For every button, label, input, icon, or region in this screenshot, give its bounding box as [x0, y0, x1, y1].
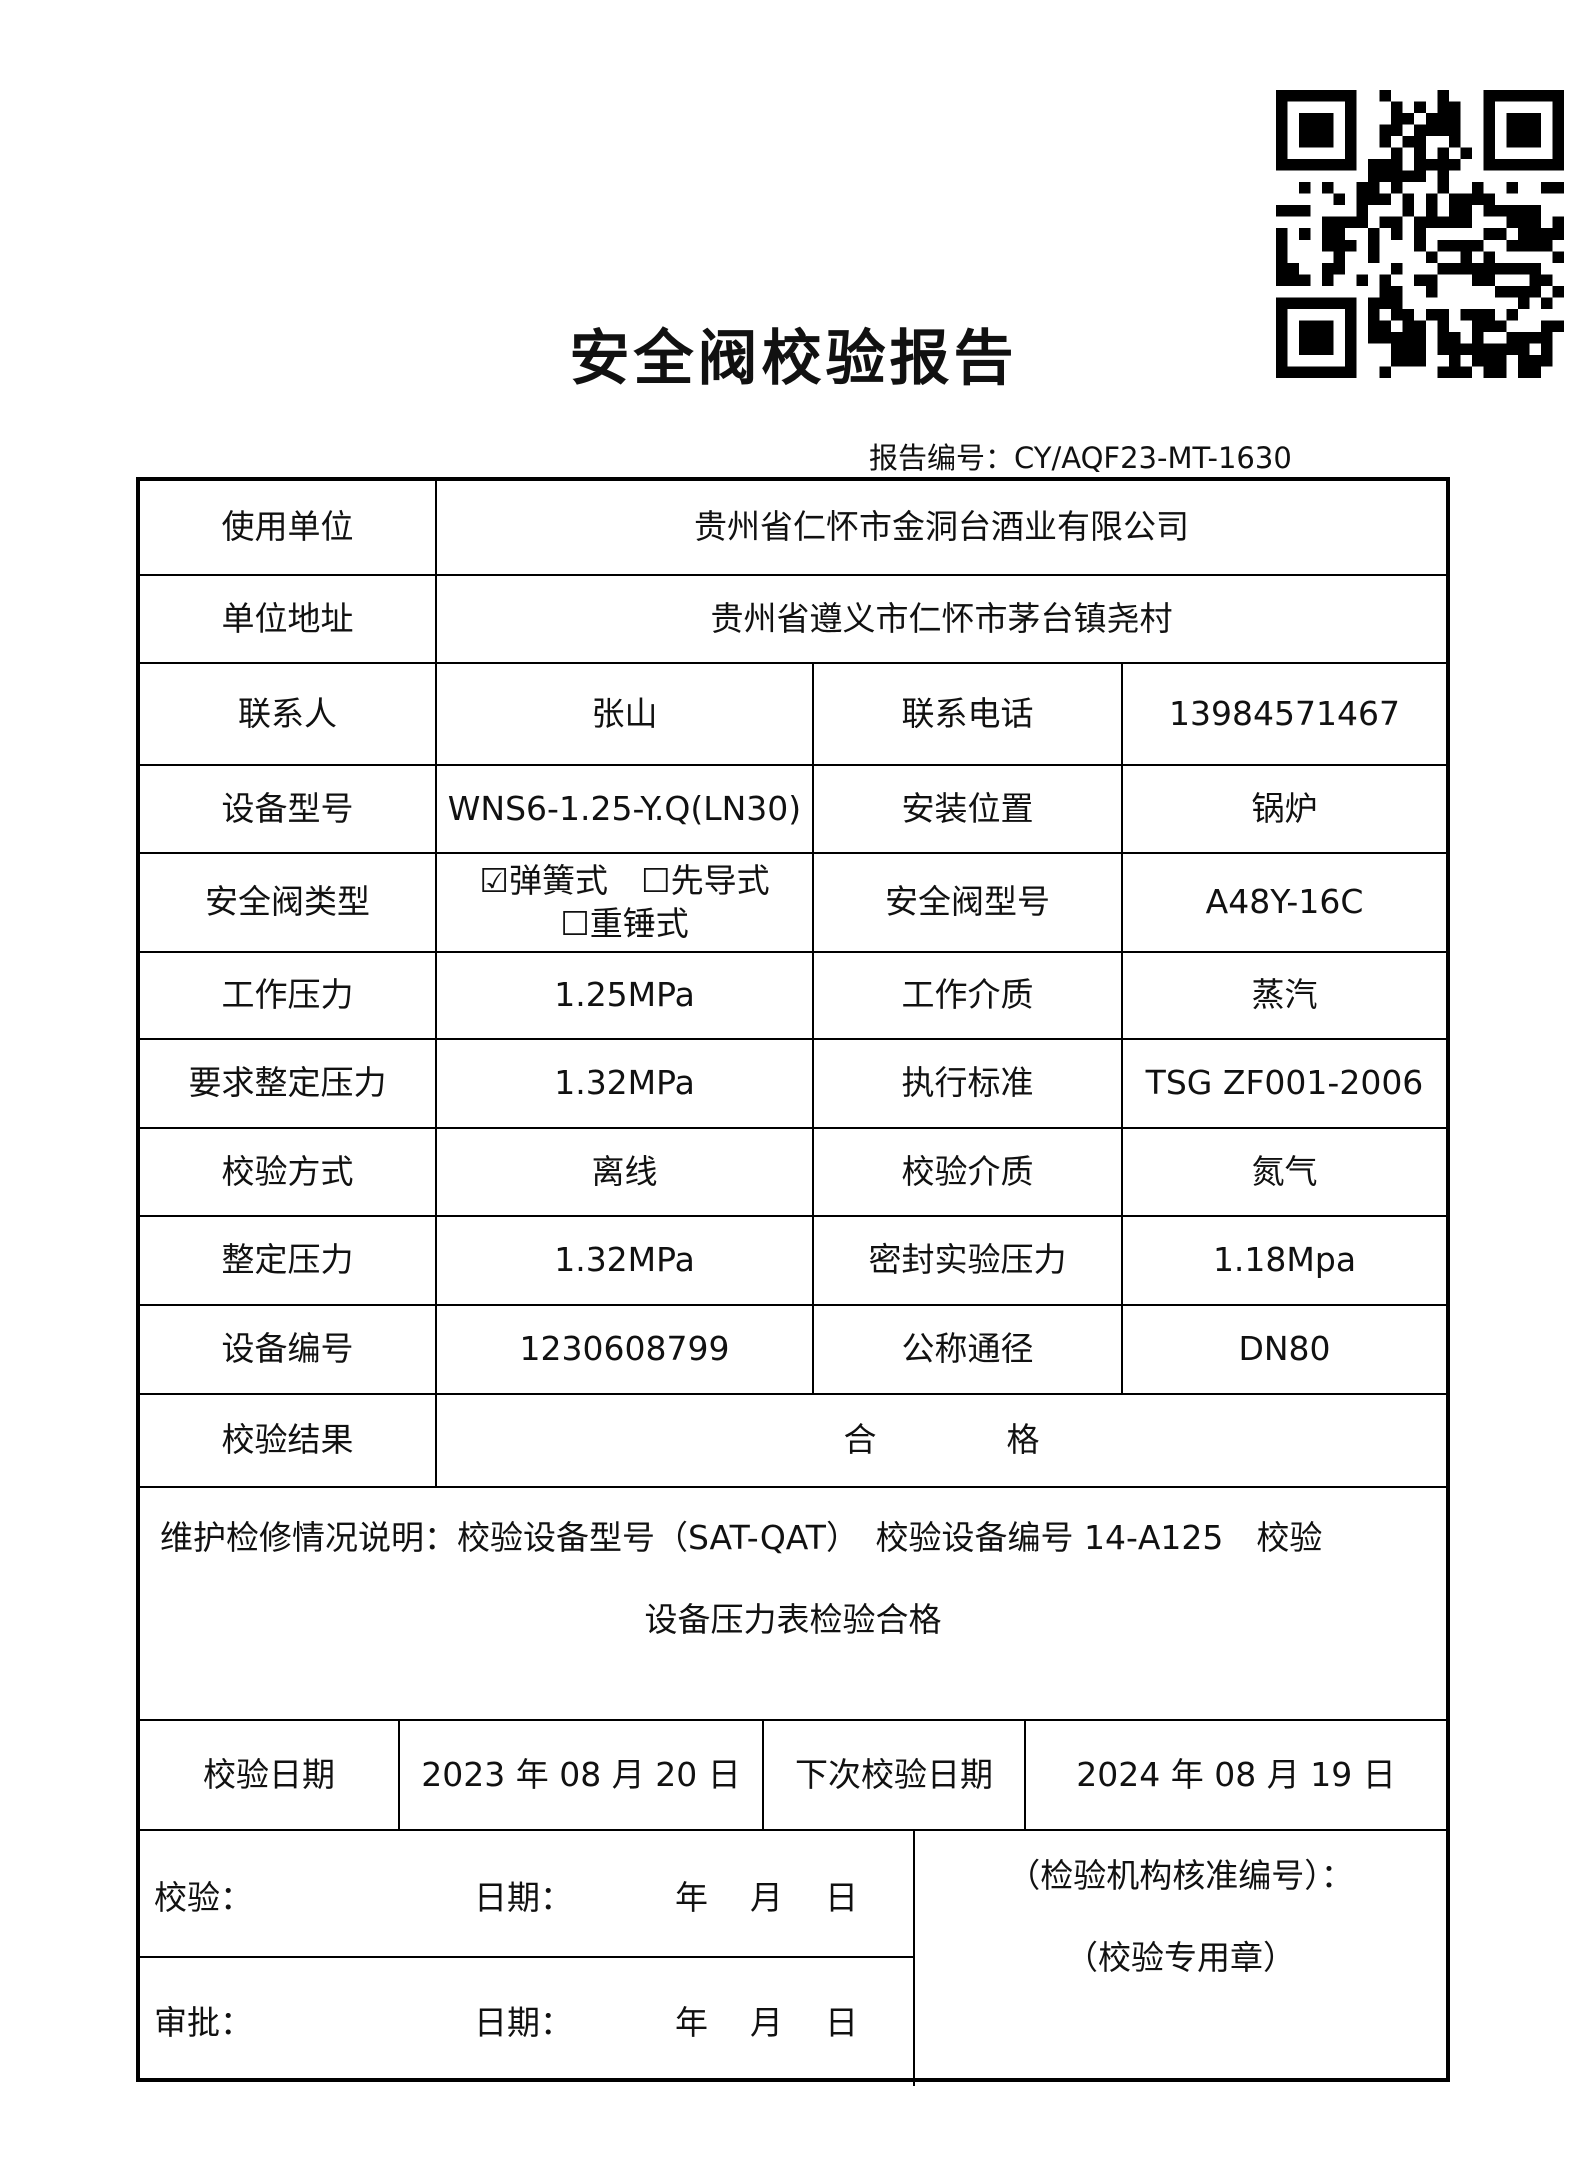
report-table: 使用单位 贵州省仁怀市金洞台酒业有限公司 单位地址 贵州省遵义市仁怀市茅台镇尧村…: [136, 477, 1450, 2086]
label-check-date: 校验日期: [203, 1754, 335, 1794]
label-set-pressure: 整定压力: [221, 1240, 354, 1280]
label-device-model: 设备型号: [221, 788, 354, 828]
label-address: 单位地址: [221, 598, 354, 638]
value-contact: 张山: [591, 693, 658, 733]
value-method: 离线: [591, 1151, 658, 1191]
approve-year: 年: [675, 2003, 708, 2042]
label-result: 校验结果: [221, 1420, 354, 1460]
value-result: 合格: [437, 1395, 1446, 1486]
label-method-2: 校验介质: [901, 1151, 1034, 1191]
check-day: 日: [825, 1878, 858, 1917]
approve-day: 日: [825, 2003, 858, 2042]
value-method-2: 氮气: [1251, 1151, 1318, 1191]
value-valve-type-2: A48Y-16C: [1205, 882, 1364, 922]
result-char-1: 合: [843, 1420, 877, 1460]
page-title: 安全阀校验报告: [569, 324, 1018, 394]
label-work-pressure-2: 工作介质: [901, 975, 1034, 1015]
inspection-seal: （校验专用章）: [1065, 1938, 1296, 1977]
report-number: 报告编号：CY/AQF23-MT-1630: [869, 435, 1292, 477]
label-contact-2: 联系电话: [901, 693, 1034, 733]
label-next-date: 下次校验日期: [795, 1754, 993, 1794]
label-device-no-2: 公称通径: [901, 1329, 1034, 1369]
label-valve-type: 安全阀类型: [205, 882, 370, 922]
approve-month: 月: [750, 2003, 783, 2042]
result-char-2: 格: [1006, 1420, 1040, 1460]
check-month: 月: [750, 1878, 783, 1917]
option-spring-label: 弹簧式: [509, 860, 608, 900]
value-set-pressure-2: 1.18Mpa: [1212, 1240, 1357, 1280]
label-required-set-pressure: 要求整定压力: [188, 1063, 387, 1103]
label-device-model-2: 安装位置: [901, 788, 1034, 828]
value-work-pressure-2: 蒸汽: [1251, 975, 1318, 1015]
label-user-unit: 使用单位: [221, 507, 354, 547]
checkbox-weight[interactable]: ☐: [560, 903, 590, 943]
maintenance-line-1: 维护检修情况说明：校验设备型号（SAT-QAT） 校验设备编号 14-A125 …: [160, 1518, 1323, 1557]
approve-date-label: 日期：: [474, 2003, 573, 2042]
value-work-pressure: 1.25MPa: [554, 975, 695, 1015]
value-device-model-2: 锅炉: [1251, 788, 1318, 828]
approve-signature-label: 审批：: [154, 2003, 253, 2042]
option-pilot-label: 先导式: [670, 860, 770, 900]
check-year: 年: [675, 1878, 708, 1917]
check-signature-label: 校验：: [154, 1878, 253, 1917]
value-required-set-pressure-2: TSG ZF001-2006: [1145, 1063, 1424, 1103]
valve-type-options: ☑弹簧式 ☐先导式 ☐重锤式: [437, 854, 812, 951]
org-approval-number: （检验机构核准编号）：: [1007, 1856, 1354, 1895]
value-device-no: 1230608799: [519, 1329, 730, 1369]
value-user-unit: 贵州省仁怀市金洞台酒业有限公司: [694, 507, 1189, 547]
value-address: 贵州省遵义市仁怀市茅台镇尧村: [710, 598, 1173, 638]
value-device-no-2: DN80: [1238, 1329, 1331, 1369]
value-check-date: 2023 年 08 月 20 日: [421, 1754, 741, 1794]
label-valve-type-2: 安全阀型号: [885, 882, 1050, 922]
check-date-label: 日期：: [474, 1878, 573, 1917]
value-required-set-pressure: 1.32MPa: [554, 1063, 695, 1103]
value-contact-2: 13984571467: [1169, 693, 1400, 733]
report-number-value: CY/AQF23-MT-1630: [1014, 441, 1292, 475]
report-number-label: 报告编号：: [869, 441, 1015, 475]
value-device-model: WNS6-1.25-Y.Q(LN30): [447, 788, 802, 828]
value-set-pressure: 1.32MPa: [554, 1240, 695, 1280]
label-device-no: 设备编号: [221, 1329, 354, 1369]
label-method: 校验方式: [221, 1151, 354, 1191]
maintenance-line-2: 设备压力表检验合格: [644, 1600, 942, 1639]
checkbox-pilot[interactable]: ☐: [641, 860, 671, 900]
label-contact: 联系人: [238, 693, 337, 733]
label-required-set-pressure-2: 执行标准: [901, 1063, 1034, 1103]
qr-code-icon: [1276, 90, 1564, 378]
label-work-pressure: 工作压力: [221, 975, 354, 1015]
value-next-date: 2024 年 08 月 19 日: [1076, 1754, 1396, 1794]
option-weight-label: 重锤式: [589, 903, 689, 943]
label-set-pressure-2: 密封实验压力: [868, 1240, 1067, 1280]
checkbox-spring[interactable]: ☑: [479, 860, 509, 900]
